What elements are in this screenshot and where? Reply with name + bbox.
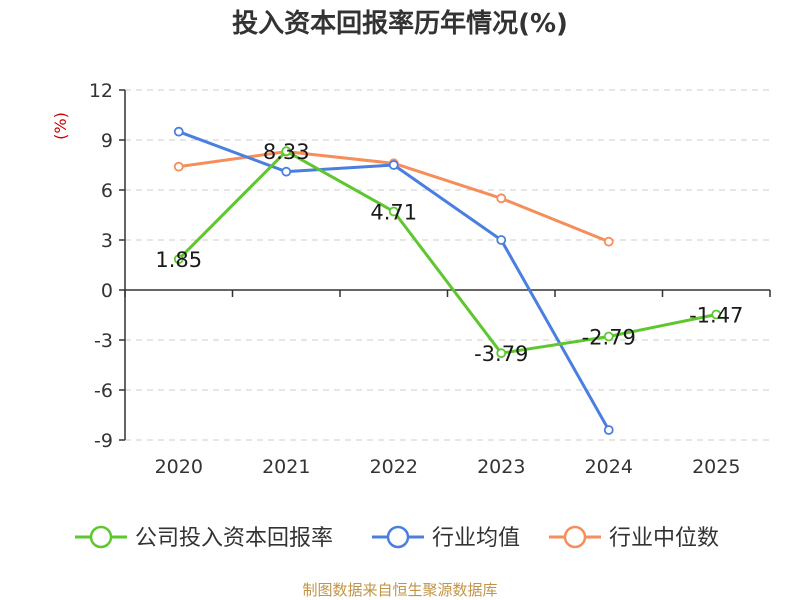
chart-title: 投入资本回报率历年情况(%): [232, 8, 568, 39]
data-point[interactable]: [388, 160, 399, 170]
legend-label: 行业中位数: [609, 526, 719, 551]
x-tick-label: 2021: [262, 456, 310, 478]
data-label: -2.79: [582, 326, 636, 350]
data-label: 1.85: [155, 248, 202, 272]
legend[interactable]: 公司投入资本回报率 行业均值 行业中位数: [75, 525, 719, 551]
data-label: -1.47: [689, 304, 743, 328]
series-line-0: [177, 149, 717, 355]
legend-swatch-marker: [89, 525, 113, 549]
y-tick-label: -9: [94, 430, 113, 452]
data-label: 8.33: [263, 140, 310, 164]
data-point[interactable]: [711, 309, 722, 320]
source-note: 制图数据来自恒生聚源数据库: [302, 581, 497, 599]
legend-swatch-marker: [386, 525, 410, 549]
legend-swatch-marker: [563, 525, 587, 549]
data-point[interactable]: [281, 146, 292, 157]
x-tick-label: 2020: [155, 456, 203, 478]
data-point[interactable]: [388, 206, 399, 217]
legend-item-0[interactable]: 公司投入资本回报率: [75, 525, 333, 551]
data-point[interactable]: [603, 236, 614, 247]
data-point[interactable]: [173, 126, 184, 137]
data-point[interactable]: [173, 161, 184, 172]
x-tick-label: 2025: [692, 456, 740, 478]
series-line-1: [178, 130, 611, 431]
data-point[interactable]: [496, 348, 507, 359]
x-tick-label: 2024: [585, 456, 633, 478]
legend-label: 公司投入资本回报率: [135, 526, 333, 551]
x-tick-label: 2023: [477, 456, 525, 478]
data-point[interactable]: [496, 235, 507, 245]
y-tick-label: 0: [101, 280, 113, 302]
y-tick-label: -6: [94, 380, 113, 402]
y-axis-label: (%): [51, 112, 70, 140]
y-tick-label: 3: [101, 230, 113, 252]
y-tick-labels: -9 -6 -3 0 3 6 9 12: [89, 80, 113, 452]
x-tick-label: 2022: [370, 456, 418, 478]
data-point[interactable]: [281, 166, 292, 177]
grid-lines: [125, 89, 770, 441]
legend-label: 行业均值: [432, 526, 520, 551]
y-tick-label: 9: [101, 130, 113, 152]
y-tick-label: 12: [89, 80, 113, 102]
y-tick-label: 6: [101, 180, 113, 202]
data-point[interactable]: [173, 254, 184, 265]
legend-item-1[interactable]: 行业均值: [372, 525, 520, 551]
data-label: -3.79: [474, 342, 528, 366]
data-label: 4.71: [370, 201, 417, 225]
data-labels: 1.85 8.33 4.71 -3.79 -2.79 -1.47: [155, 140, 743, 366]
data-point[interactable]: [603, 425, 614, 435]
axes: [119, 89, 771, 441]
x-tick-labels: 2020 2021 2022 2023 2024 2025: [155, 456, 741, 478]
data-point[interactable]: [496, 193, 507, 204]
series-lines: [173, 126, 722, 435]
data-point[interactable]: [603, 331, 614, 342]
legend-item-2[interactable]: 行业中位数: [549, 525, 719, 551]
y-tick-label: -3: [94, 330, 113, 352]
